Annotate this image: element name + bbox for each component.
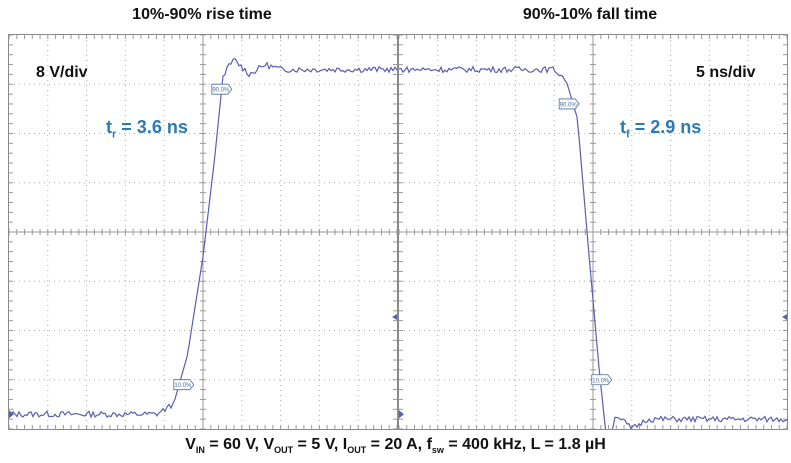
- marker-90-percent: 90.0%: [211, 83, 233, 95]
- test-conditions-caption: VIN = 60 V, VOUT = 5 V, IOUT = 20 A, fsw…: [0, 436, 791, 455]
- rise-time-scope: 90.0% 10.0%: [8, 34, 398, 430]
- fall-time-subscript: f: [626, 128, 630, 141]
- caption-vin: VIN = 60 V,: [185, 436, 264, 456]
- fall-time-title: 90%-10% fall time: [522, 6, 658, 23]
- fall-time-number: = 2.9 ns: [634, 117, 702, 137]
- trigger-level-marker: [392, 314, 397, 320]
- ground-level-marker: [399, 410, 404, 419]
- rise-time-symbol: t: [106, 117, 112, 137]
- trigger-level-marker: [782, 314, 787, 320]
- marker-10-percent: 10.0%: [173, 379, 195, 391]
- ground-level-marker: [9, 410, 14, 419]
- time-per-div-label: 5 ns/div: [696, 64, 756, 81]
- marker-label: 90.0%: [212, 88, 230, 94]
- fall-time-symbol: t: [620, 117, 626, 137]
- marker-label: 90.0%: [560, 102, 578, 108]
- rise-time-title: 10%-90% rise time: [132, 6, 272, 23]
- rise-time-plot: 90.0% 10.0%: [9, 35, 397, 429]
- waveform-trace: [399, 65, 787, 429]
- grid: [399, 35, 787, 429]
- rise-time-subscript: r: [112, 128, 117, 141]
- fall-time-value: tf = 2.9 ns: [620, 117, 701, 141]
- marker-label: 10.0%: [592, 378, 610, 384]
- rise-time-number: = 3.6 ns: [121, 117, 188, 137]
- marker-10-percent: 10.0%: [591, 374, 613, 386]
- grid: [9, 35, 397, 429]
- caption-fsw: fsw = 400 kHz, L = 1.8 µH: [426, 436, 606, 456]
- fall-time-scope: 90.0% 10.0%: [398, 34, 788, 430]
- waveform-trace: [9, 57, 397, 419]
- fall-time-plot: 90.0% 10.0%: [399, 35, 787, 429]
- caption-iout: IOUT = 20 A,: [342, 436, 427, 456]
- caption-vout: VOUT = 5 V,: [263, 436, 343, 456]
- marker-label: 10.0%: [174, 383, 192, 389]
- marker-90-percent: 90.0%: [558, 98, 580, 110]
- volts-per-div-label: 8 V/div: [36, 64, 88, 81]
- rise-time-value: tr = 3.6 ns: [106, 117, 188, 141]
